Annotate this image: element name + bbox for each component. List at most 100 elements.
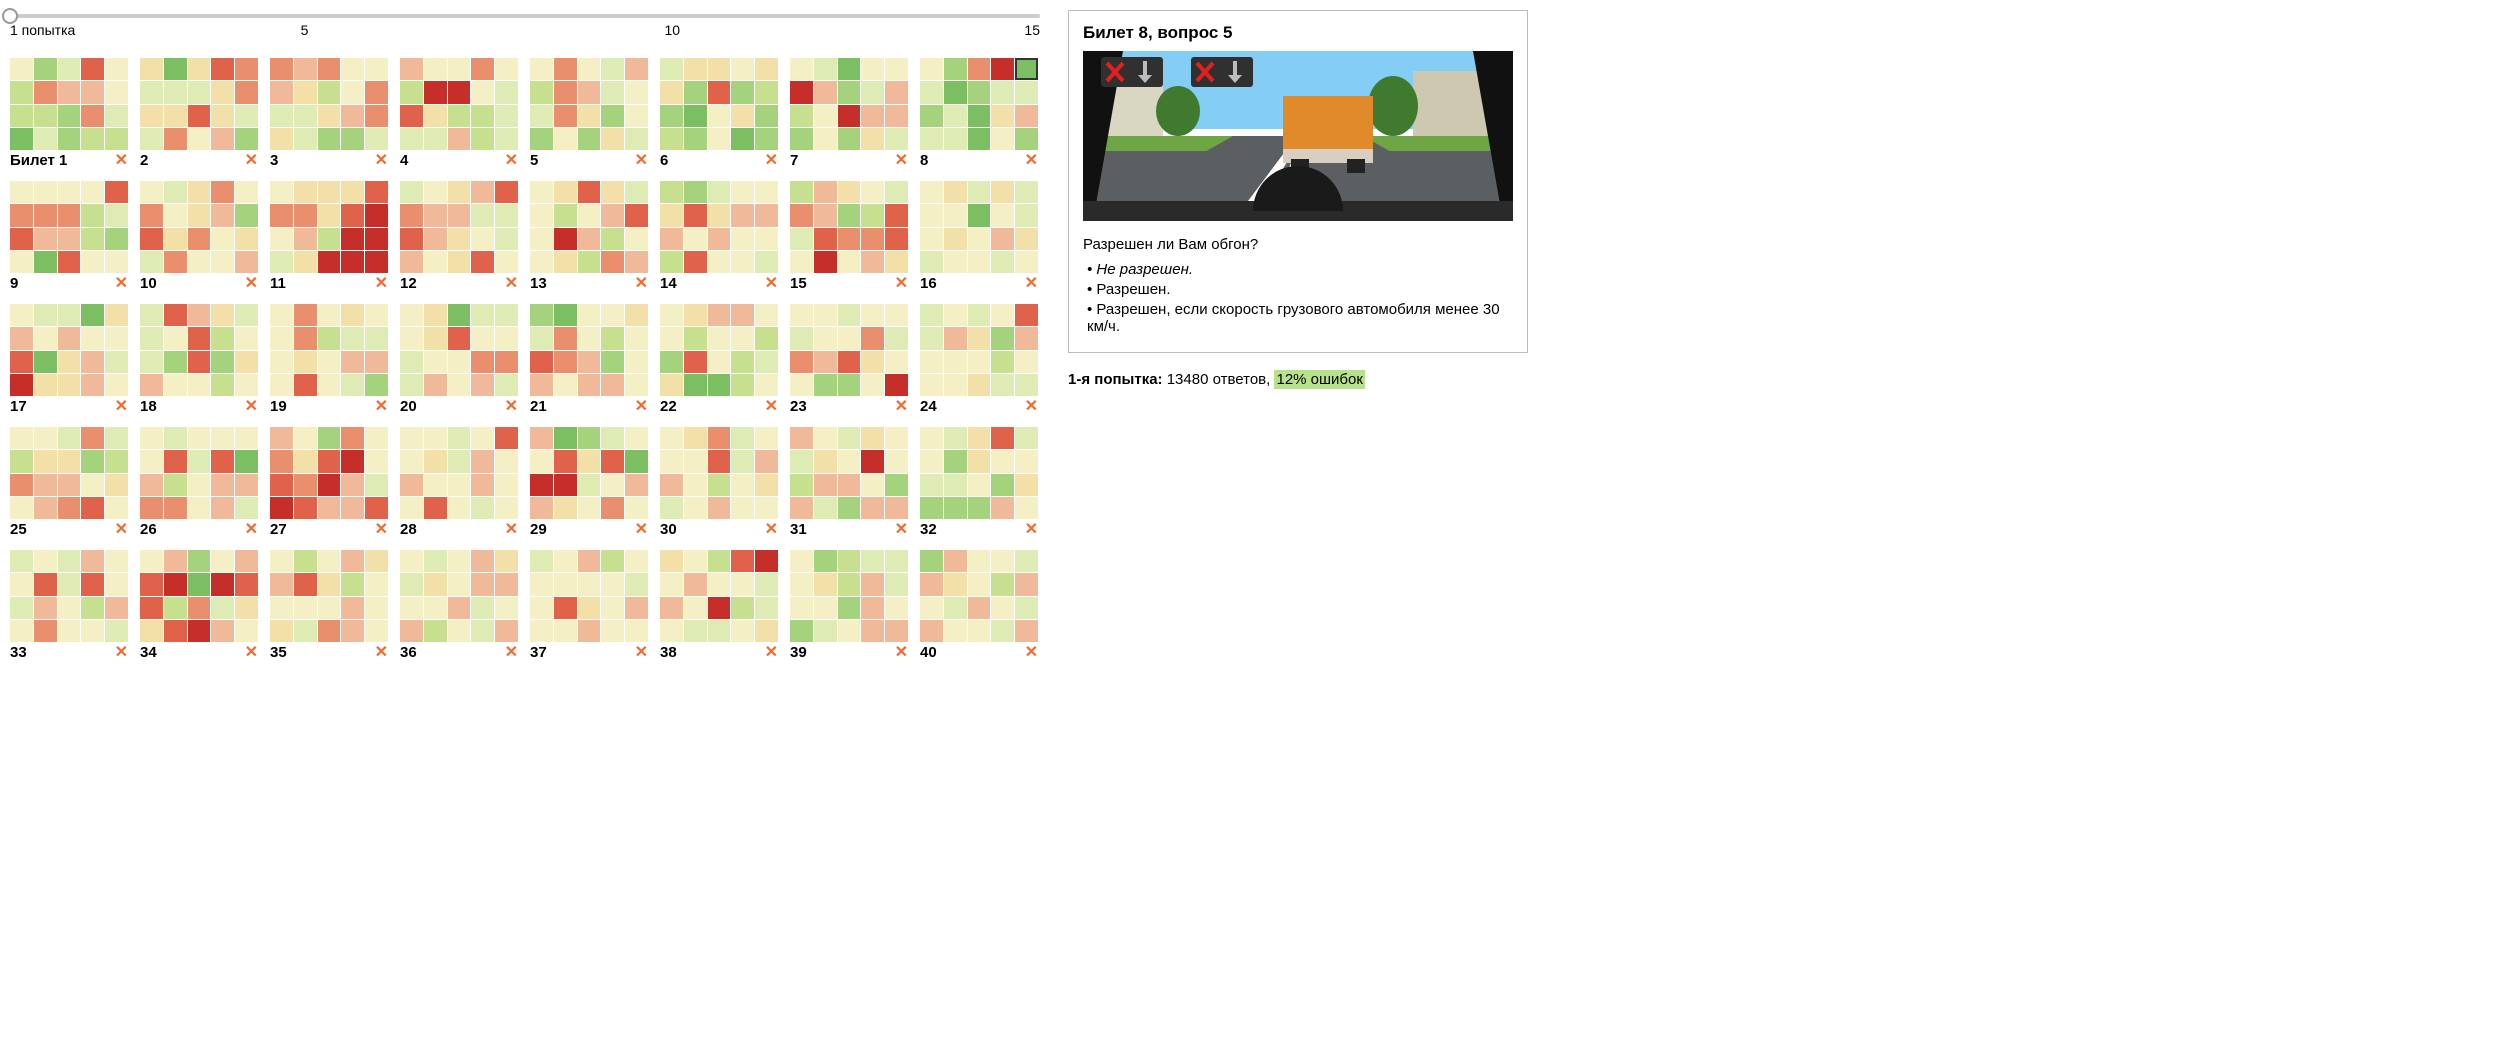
heatmap-cell[interactable] xyxy=(861,497,884,519)
heatmap-cell[interactable] xyxy=(885,351,908,373)
heatmap-cell[interactable] xyxy=(448,474,471,496)
close-icon[interactable]: ✕ xyxy=(375,645,388,661)
heatmap-cell[interactable] xyxy=(235,327,258,349)
heatmap-cell[interactable] xyxy=(814,597,837,619)
heatmap-cell[interactable] xyxy=(140,105,163,127)
heatmap-cell[interactable] xyxy=(920,304,943,326)
heatmap-cell[interactable] xyxy=(400,550,423,572)
heatmap-cell[interactable] xyxy=(578,204,601,226)
heatmap-cell[interactable] xyxy=(400,58,423,80)
heatmap-cell[interactable] xyxy=(530,550,553,572)
heatmap-cell[interactable] xyxy=(105,497,128,519)
heatmap-cell[interactable] xyxy=(448,181,471,203)
heatmap-cell[interactable] xyxy=(270,181,293,203)
heatmap-cell[interactable] xyxy=(554,81,577,103)
heatmap-cell[interactable] xyxy=(34,450,57,472)
heatmap-cell[interactable] xyxy=(235,128,258,150)
heatmap-cell[interactable] xyxy=(885,597,908,619)
heatmap-cell[interactable] xyxy=(660,81,683,103)
heatmap-cell[interactable] xyxy=(81,128,104,150)
heatmap-cell[interactable] xyxy=(341,620,364,642)
heatmap-cell[interactable] xyxy=(530,228,553,250)
heatmap-cell[interactable] xyxy=(365,251,388,273)
heatmap-cell[interactable] xyxy=(1015,620,1038,642)
heatmap-cell[interactable] xyxy=(341,427,364,449)
heatmap-cell[interactable] xyxy=(601,474,624,496)
heatmap-cell[interactable] xyxy=(755,620,778,642)
heatmap-cell[interactable] xyxy=(755,251,778,273)
heatmap-cell[interactable] xyxy=(58,304,81,326)
heatmap-cell[interactable] xyxy=(294,450,317,472)
heatmap-cell[interactable] xyxy=(341,128,364,150)
heatmap-cell[interactable] xyxy=(211,474,234,496)
heatmap-cell[interactable] xyxy=(270,450,293,472)
heatmap-cell[interactable] xyxy=(10,327,33,349)
heatmap-cell[interactable] xyxy=(684,81,707,103)
heatmap-cell[interactable] xyxy=(105,228,128,250)
heatmap-cell[interactable] xyxy=(471,251,494,273)
heatmap-cell[interactable] xyxy=(790,374,813,396)
ticket-heatmap[interactable] xyxy=(400,550,518,642)
heatmap-cell[interactable] xyxy=(814,228,837,250)
ticket-heatmap[interactable] xyxy=(660,181,778,273)
heatmap-cell[interactable] xyxy=(270,474,293,496)
heatmap-cell[interactable] xyxy=(885,105,908,127)
heatmap-cell[interactable] xyxy=(188,128,211,150)
heatmap-cell[interactable] xyxy=(10,204,33,226)
heatmap-cell[interactable] xyxy=(34,573,57,595)
close-icon[interactable]: ✕ xyxy=(115,645,128,661)
close-icon[interactable]: ✕ xyxy=(505,522,518,538)
heatmap-cell[interactable] xyxy=(211,351,234,373)
heatmap-cell[interactable] xyxy=(58,550,81,572)
heatmap-cell[interactable] xyxy=(554,550,577,572)
heatmap-cell[interactable] xyxy=(920,597,943,619)
heatmap-cell[interactable] xyxy=(731,427,754,449)
ticket-heatmap[interactable] xyxy=(10,550,128,642)
ticket-heatmap[interactable] xyxy=(400,304,518,396)
heatmap-cell[interactable] xyxy=(1015,474,1038,496)
heatmap-cell[interactable] xyxy=(838,597,861,619)
heatmap-cell[interactable] xyxy=(365,327,388,349)
heatmap-cell[interactable] xyxy=(885,620,908,642)
close-icon[interactable]: ✕ xyxy=(635,153,648,169)
heatmap-cell[interactable] xyxy=(365,497,388,519)
heatmap-cell[interactable] xyxy=(188,573,211,595)
heatmap-cell[interactable] xyxy=(294,81,317,103)
heatmap-cell[interactable] xyxy=(34,128,57,150)
heatmap-cell[interactable] xyxy=(708,181,731,203)
heatmap-cell[interactable] xyxy=(578,351,601,373)
heatmap-cell[interactable] xyxy=(755,105,778,127)
heatmap-cell[interactable] xyxy=(81,181,104,203)
heatmap-cell[interactable] xyxy=(838,474,861,496)
heatmap-cell[interactable] xyxy=(991,228,1014,250)
heatmap-cell[interactable] xyxy=(731,374,754,396)
close-icon[interactable]: ✕ xyxy=(375,522,388,538)
heatmap-cell[interactable] xyxy=(660,450,683,472)
close-icon[interactable]: ✕ xyxy=(375,399,388,415)
heatmap-cell[interactable] xyxy=(235,304,258,326)
heatmap-cell[interactable] xyxy=(554,204,577,226)
heatmap-cell[interactable] xyxy=(944,128,967,150)
heatmap-cell[interactable] xyxy=(10,573,33,595)
heatmap-cell[interactable] xyxy=(814,128,837,150)
ticket-heatmap[interactable] xyxy=(140,58,258,150)
heatmap-cell[interactable] xyxy=(1015,304,1038,326)
heatmap-cell[interactable] xyxy=(684,251,707,273)
heatmap-cell[interactable] xyxy=(554,304,577,326)
heatmap-cell[interactable] xyxy=(471,181,494,203)
heatmap-cell[interactable] xyxy=(755,573,778,595)
heatmap-cell[interactable] xyxy=(944,251,967,273)
heatmap-cell[interactable] xyxy=(400,327,423,349)
heatmap-cell[interactable] xyxy=(625,228,648,250)
heatmap-cell[interactable] xyxy=(400,474,423,496)
heatmap-cell[interactable] xyxy=(495,474,518,496)
heatmap-cell[interactable] xyxy=(944,204,967,226)
heatmap-cell[interactable] xyxy=(578,228,601,250)
heatmap-cell[interactable] xyxy=(448,351,471,373)
heatmap-cell[interactable] xyxy=(731,58,754,80)
heatmap-cell[interactable] xyxy=(34,304,57,326)
heatmap-cell[interactable] xyxy=(448,304,471,326)
close-icon[interactable]: ✕ xyxy=(765,645,778,661)
heatmap-cell[interactable] xyxy=(861,374,884,396)
heatmap-cell[interactable] xyxy=(10,351,33,373)
